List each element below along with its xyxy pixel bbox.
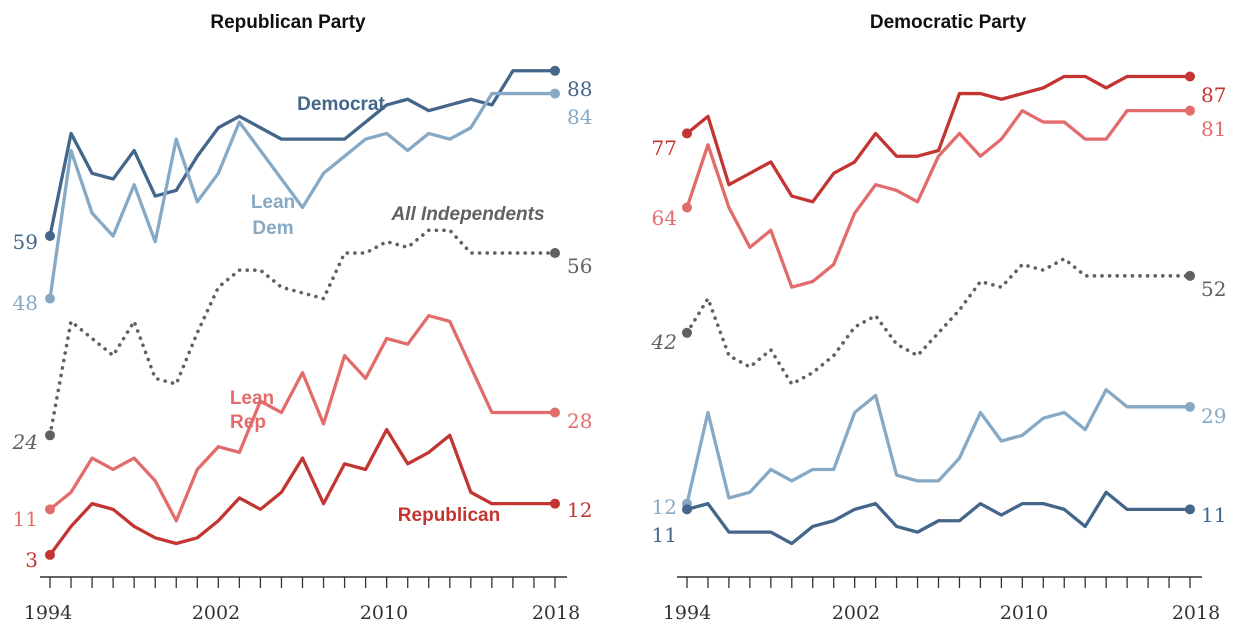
series-annotation-republican: Republican xyxy=(398,505,500,526)
series-annotation-democrat: Democrat xyxy=(297,94,385,115)
panel-title-democratic-party: Democratic Party xyxy=(870,12,1027,33)
end-point-marker xyxy=(1185,71,1195,82)
start-value-label: 64 xyxy=(652,206,677,230)
start-point-marker xyxy=(682,202,692,213)
series-line-independents xyxy=(685,256,1192,386)
end-point-marker xyxy=(1185,401,1195,412)
start-value-label: 12 xyxy=(652,495,677,519)
end-value-label: 87 xyxy=(1201,83,1226,107)
end-value-label: 88 xyxy=(567,77,592,101)
start-value-label: 11 xyxy=(652,523,677,547)
series-line-republican xyxy=(48,427,557,557)
series-annotation-lean-dem: Dem xyxy=(252,218,293,239)
x-tick-label: 2018 xyxy=(1172,602,1220,624)
start-value-label: 3 xyxy=(25,548,38,572)
end-point-marker xyxy=(550,498,560,509)
end-value-label: 12 xyxy=(567,498,592,522)
x-tick-label: 2002 xyxy=(832,602,880,624)
start-point-marker xyxy=(682,128,692,139)
start-point-marker xyxy=(45,504,55,515)
start-value-label: 42 xyxy=(651,330,677,354)
x-tick-label: 2002 xyxy=(192,602,240,624)
series-line-lean-rep xyxy=(685,109,1192,289)
end-point-marker xyxy=(550,88,560,99)
start-point-marker xyxy=(45,230,55,241)
series-annotation-lean-dem: Lean xyxy=(251,192,295,213)
start-point-marker xyxy=(682,504,692,515)
series-line-democrat xyxy=(48,69,557,238)
series-line-lean-dem xyxy=(685,388,1192,506)
series-line-independents xyxy=(48,228,557,438)
series-line-democrat xyxy=(685,490,1192,546)
start-value-label: 77 xyxy=(652,136,677,160)
series-line-lean-rep xyxy=(48,314,557,523)
end-value-label: 81 xyxy=(1201,117,1226,141)
end-value-label: 84 xyxy=(567,105,592,129)
end-value-label: 11 xyxy=(1201,503,1226,527)
end-point-marker xyxy=(1185,270,1195,281)
end-point-marker xyxy=(550,407,560,418)
x-tick-label: 1994 xyxy=(24,602,72,624)
start-value-label: 48 xyxy=(13,291,38,315)
series-line-lean-dem xyxy=(48,91,557,301)
series-annotation-lean-rep: Rep xyxy=(230,412,266,433)
end-point-marker xyxy=(1185,105,1195,116)
x-tick-label: 1994 xyxy=(663,602,711,624)
chart-panel-republican-party: 1994 2002 2010 2018 59 88 48 84 24 56 11 28 3 12 Democ… xyxy=(12,65,592,624)
start-value-label: 59 xyxy=(13,230,38,254)
end-value-label: 52 xyxy=(1201,277,1226,301)
start-value-label: 24 xyxy=(12,430,38,454)
start-point-marker xyxy=(682,327,692,338)
series-annotation-independents: All Independents xyxy=(390,204,544,225)
series-annotation-lean-rep: Lean xyxy=(230,388,274,409)
end-value-label: 29 xyxy=(1201,404,1226,428)
start-value-label: 11 xyxy=(13,507,38,531)
start-point-marker xyxy=(45,293,55,304)
start-point-marker xyxy=(45,430,55,441)
end-point-marker xyxy=(1185,504,1195,515)
series-line-republican xyxy=(685,74,1192,204)
start-point-marker xyxy=(45,549,55,560)
x-tick-label: 2010 xyxy=(360,602,408,624)
end-point-marker xyxy=(550,248,560,259)
chart-panel-democratic-party: 1994 2002 2010 2018 77 87 64 81 42 52 12 29 11 11 xyxy=(651,71,1226,624)
x-tick-label: 2018 xyxy=(532,602,580,624)
end-value-label: 56 xyxy=(567,254,592,278)
panel-title-republican-party: Republican Party xyxy=(210,12,366,33)
end-value-label: 28 xyxy=(567,409,592,433)
end-point-marker xyxy=(550,65,560,76)
x-tick-label: 2010 xyxy=(1000,602,1048,624)
